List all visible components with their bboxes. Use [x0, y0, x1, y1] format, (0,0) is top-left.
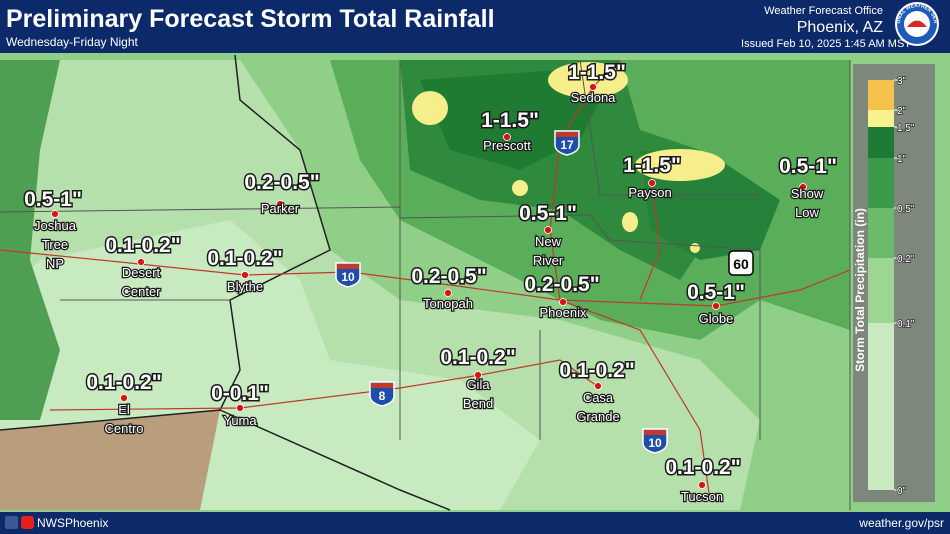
city-dot [51, 210, 59, 218]
legend-label: 1" [897, 154, 907, 165]
rain-amount: 0.5-1" [687, 281, 745, 304]
city-dot [698, 481, 706, 489]
rain-amount: 0.1-0.2" [559, 359, 634, 382]
youtube-icon [21, 516, 34, 529]
city-name: Sedona [571, 90, 617, 105]
highway-number: 60 [733, 256, 749, 272]
rain-amount: 0.5-1" [519, 202, 577, 225]
city-name: Casa [583, 390, 614, 405]
county-borders [0, 59, 851, 510]
city-name: Tucson [681, 489, 723, 504]
city-name: Tonopah [423, 296, 473, 311]
international-border [219, 409, 451, 511]
city-dot [544, 226, 552, 234]
city-name: Bend [463, 396, 493, 411]
rain-amount: 0.1-0.2" [440, 346, 515, 369]
rain-amount: 0.5-1" [24, 188, 82, 211]
footer-bar [0, 512, 950, 534]
facebook-icon [5, 516, 18, 529]
city-name: Tree [42, 237, 68, 252]
city-dot [120, 394, 128, 402]
rain-amount: 0.2-0.5" [411, 265, 486, 288]
rain-amount: 0.2-0.5" [244, 171, 319, 194]
rain-amount: 0.2-0.5" [524, 273, 599, 296]
highway-number: 17 [560, 138, 574, 152]
highway-number: 10 [648, 436, 662, 450]
rain-amount: 0.5-1" [779, 155, 837, 178]
city-dot [137, 258, 145, 266]
legend-label: 2" [897, 106, 907, 117]
city-name: Joshua [34, 218, 77, 233]
interstate-shield-top [556, 132, 578, 137]
city-dot [236, 404, 244, 412]
legend-label: 1.5" [897, 123, 915, 134]
legend-label: 3" [897, 76, 907, 87]
city-name: Prescott [483, 138, 531, 153]
city-dot [594, 382, 602, 390]
city-name: Gila [466, 377, 490, 392]
city-dot [241, 271, 249, 279]
interstate-shield-top [371, 383, 393, 388]
legend-label: 0.2" [897, 254, 915, 265]
rain-amount: 1-1.5" [481, 109, 539, 132]
city-name: Center [121, 284, 161, 299]
city-name: El [118, 402, 130, 417]
us-shield [728, 250, 754, 276]
interstate-shield-top [644, 430, 666, 435]
title: Preliminary Forecast Storm Total Rainfal… [6, 5, 495, 33]
subtitle: Wednesday-Friday Night [6, 35, 139, 49]
desert-terrain [0, 410, 220, 510]
legend-label: 0.5" [897, 204, 915, 215]
rain-amount: 0-0.1" [211, 382, 269, 405]
city-name: Parker [261, 201, 300, 216]
highway-number: 8 [379, 389, 386, 403]
city-dot [276, 200, 284, 208]
city-name: River [533, 253, 564, 268]
city-name: Phoenix [540, 305, 587, 320]
rain-amount: 0.1-0.2" [105, 234, 180, 257]
city-dot [503, 133, 511, 141]
city-dot [799, 183, 807, 191]
roads [0, 59, 851, 501]
footer-url: weather.gov/psr [858, 516, 944, 530]
state-border [0, 54, 331, 431]
legend-label: 0" [897, 486, 907, 497]
city-dot [712, 302, 720, 310]
city-dot [559, 298, 567, 306]
header-bar [0, 0, 950, 53]
city-name: Low [795, 205, 819, 220]
city-name: Globe [699, 311, 734, 326]
legend-title: Storm Total Precipitation (in) [853, 208, 867, 372]
city-dot [589, 83, 597, 91]
city-name: NP [46, 256, 64, 271]
office: Weather Forecast Office [764, 5, 883, 17]
city-name: Centro [104, 421, 143, 436]
city-dot [444, 289, 452, 297]
interstate-shield-top [337, 264, 359, 269]
city-name: Show [791, 186, 824, 201]
rain-amount: 0.1-0.2" [665, 456, 740, 479]
moderate-rain-area [0, 60, 60, 420]
rain-amount: 0.1-0.2" [86, 371, 161, 394]
city-name: Payson [628, 185, 671, 200]
city-name: New [535, 234, 562, 249]
city-name: Desert [122, 265, 161, 280]
highway-number: 10 [341, 270, 355, 284]
city-name: Blythe [227, 279, 263, 294]
social-handle: NWSPhoenix [37, 516, 108, 530]
city-dot [474, 371, 482, 379]
city-name: Yuma [223, 413, 257, 428]
issued: Issued Feb 10, 2025 1:45 AM MST [741, 38, 911, 50]
legend-label: 0.1" [897, 319, 915, 330]
city-name: Grande [576, 409, 619, 424]
legend-bar [868, 80, 894, 490]
rain-amount: 1-1.5" [568, 61, 626, 84]
rain-amount: 1-1.5" [623, 154, 681, 177]
office-city: Phoenix, AZ [797, 19, 884, 36]
city-dot [648, 179, 656, 187]
rain-amount: 0.1-0.2" [207, 247, 282, 270]
